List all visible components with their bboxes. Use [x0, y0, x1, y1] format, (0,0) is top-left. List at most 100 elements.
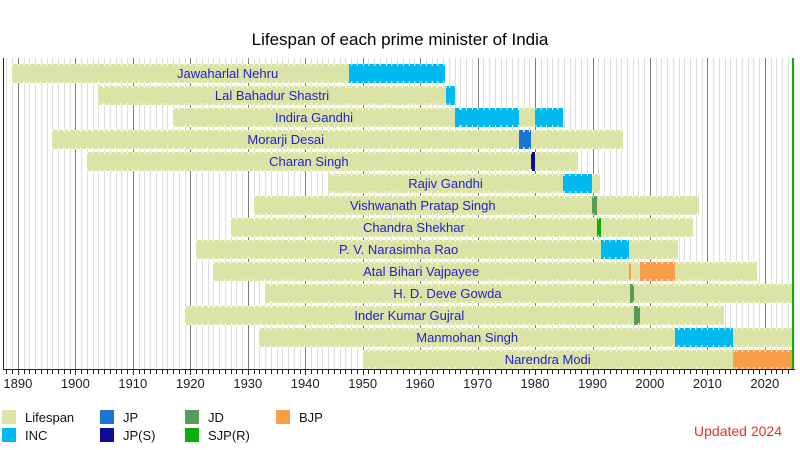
- axis-tick: [638, 370, 640, 374]
- year-gridline: [127, 58, 129, 370]
- year-gridline: [81, 58, 83, 370]
- term-segment-jd: [591, 196, 598, 215]
- year-tick-strip: [184, 306, 725, 308]
- year-tick-strip: [253, 213, 700, 215]
- axis-tick: [655, 370, 657, 374]
- year-gridline: [236, 58, 238, 370]
- axis-year-label: 1990: [578, 376, 607, 391]
- term-segment-jps: [531, 152, 536, 171]
- year-gridline: [155, 58, 157, 370]
- updated-note: Updated 2024: [694, 423, 782, 439]
- axis-year-label: 1910: [118, 376, 148, 391]
- axis-tick: [489, 370, 491, 374]
- decade-gridline: [132, 58, 134, 370]
- axis-tick: [558, 370, 559, 374]
- year-gridline: [759, 58, 761, 370]
- axis-tick: [575, 370, 577, 374]
- year-gridline: [782, 58, 784, 370]
- year-tick-strip: [173, 108, 563, 110]
- axis-tick: [517, 370, 519, 374]
- year-gridline: [184, 58, 186, 370]
- decade-gridline: [247, 58, 249, 370]
- pm-name-label: Lal Bahadur Shastri: [214, 88, 330, 103]
- pm-name-label: Vishwanath Pratap Singh: [349, 198, 496, 213]
- year-tick-strip: [518, 147, 531, 149]
- axis-tick: [592, 370, 594, 375]
- axis-tick: [523, 370, 525, 374]
- year-tick-strip: [52, 147, 623, 149]
- legend-label: JP: [123, 409, 139, 425]
- year-tick-strip: [265, 301, 793, 303]
- axis-tick: [713, 370, 715, 374]
- axis-tick: [236, 370, 238, 374]
- term-segment-inc: [445, 86, 455, 105]
- axis-tick: [718, 370, 720, 374]
- term-segment-inc: [675, 328, 733, 347]
- year-tick-strip: [591, 196, 598, 198]
- axis-tick: [81, 370, 83, 374]
- decade-gridline: [75, 58, 77, 370]
- year-tick-strip: [732, 350, 793, 352]
- year-gridline: [207, 58, 209, 370]
- axis-tick: [150, 370, 152, 374]
- year-gridline: [718, 58, 720, 370]
- legend-swatch-jps: [100, 428, 114, 442]
- term-segment-jp: [518, 130, 531, 149]
- lifespan-bar: [259, 328, 793, 347]
- decade-gridline: [707, 58, 709, 370]
- year-tick-strip: [362, 367, 793, 369]
- year-tick-strip: [12, 81, 446, 83]
- lifespan-bar: [328, 174, 601, 193]
- axis-tick: [224, 370, 226, 374]
- year-gridline: [741, 58, 743, 370]
- pm-name-label: Narendra Modi: [504, 352, 591, 367]
- axis-tick: [63, 370, 65, 374]
- axis-year-label: 1890: [3, 376, 33, 391]
- axis-tick: [12, 370, 14, 374]
- axis-tick: [546, 370, 548, 374]
- pm-name-label: Inder Kumar Gujral: [354, 308, 465, 323]
- axis-tick: [173, 370, 175, 374]
- axis-year-label: 1960: [405, 376, 435, 391]
- year-tick-strip: [535, 125, 563, 127]
- year-gridline: [161, 58, 163, 370]
- lifespan-bar: [86, 152, 578, 171]
- axis-tick: [644, 370, 646, 374]
- axis-tick: [333, 370, 335, 374]
- axis-tick: [253, 370, 255, 374]
- axis-tick: [207, 370, 209, 374]
- year-tick-strip: [639, 262, 676, 264]
- year-tick-strip: [629, 262, 632, 264]
- axis-tick: [672, 370, 674, 374]
- year-tick-strip: [259, 345, 793, 347]
- year-tick-strip: [230, 218, 693, 220]
- year-tick-strip: [531, 169, 536, 171]
- lifespan-bar: [12, 64, 446, 83]
- axis-tick: [684, 370, 686, 374]
- year-gridline: [109, 58, 111, 370]
- year-tick-strip: [732, 367, 793, 369]
- axis-tick: [408, 370, 410, 374]
- axis-tick: [127, 370, 129, 374]
- pm-name-label: Indira Gandhi: [274, 110, 354, 125]
- lifespan-bar: [184, 306, 725, 325]
- axis-tick: [213, 370, 215, 374]
- axis-tick: [242, 370, 243, 374]
- axis-tick: [466, 370, 468, 374]
- year-tick-strip: [98, 103, 455, 105]
- axis-tick: [299, 370, 301, 374]
- legend-item-jd: JD: [185, 410, 224, 425]
- axis-tick: [115, 370, 117, 374]
- axis-tick: [98, 370, 100, 374]
- year-tick-strip: [518, 130, 531, 132]
- axis-tick: [362, 370, 364, 375]
- year-tick-strip: [259, 328, 793, 330]
- year-gridline: [776, 58, 778, 370]
- year-tick-strip: [253, 196, 700, 198]
- axis-tick: [609, 370, 611, 374]
- axis-tick: [86, 370, 88, 374]
- year-tick-strip: [12, 64, 446, 66]
- year-gridline: [115, 58, 117, 370]
